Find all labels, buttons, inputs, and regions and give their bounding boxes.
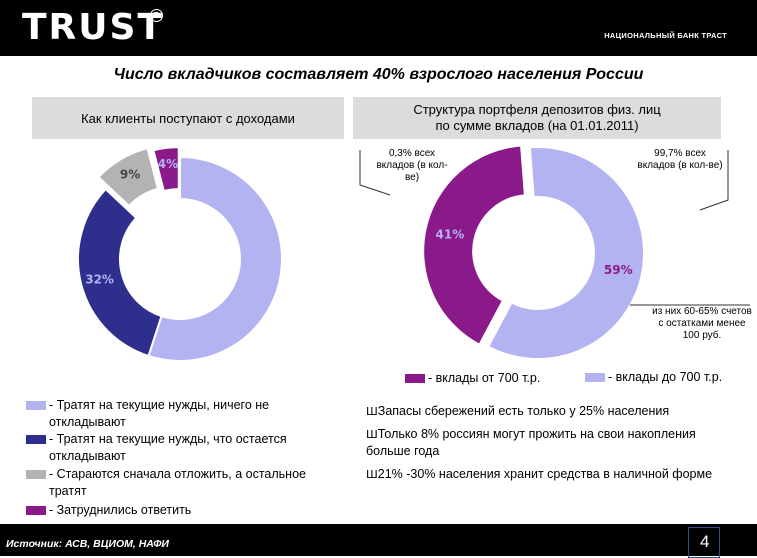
legend-item-small-deposits: - вклады до 700 т.р.	[585, 369, 722, 386]
bullet-marker: Ш	[366, 468, 378, 481]
legend-item-save-first: - Стараются сначала отложить, а остально…	[26, 466, 316, 500]
legend-swatch	[26, 401, 46, 410]
callout-bottom: из них 60-65% счетов с остатками менее 1…	[652, 306, 752, 341]
donut-1-slice-3	[97, 146, 160, 208]
right-chart-heading: Структура портфеля депозитов физ. лиц по…	[353, 97, 721, 139]
donut-2-slice-2	[486, 146, 645, 360]
legend-swatch	[585, 373, 605, 382]
legend-item-spend-no-save: - Тратят на текущие нужды, ничего не отк…	[26, 397, 316, 431]
bullet-year-reserve: ШТолько 8% россиян могут прожить на свои…	[366, 427, 696, 458]
legend-swatch	[26, 435, 46, 444]
donut-1-label-1: 55%	[248, 265, 277, 279]
callout-right: 99,7% всех вкладов (в кол-ве)	[637, 148, 723, 171]
callout-left: 0,3% всех вкладов (в кол-ве)	[376, 148, 448, 183]
legend-item-large-deposits: - вклады от 700 т.р.	[405, 370, 540, 387]
trust-logo: TRUST	[22, 7, 164, 48]
source-note: Источник: АСВ, ВЦИОМ, НАФИ	[6, 538, 169, 550]
legend-item-spend-save-rest: - Тратят на текущие нужды, что остается …	[26, 431, 316, 465]
legend-item-no-answer: - Затруднились ответить	[26, 502, 316, 519]
bullet-cash: Ш21% -30% населения хранит средства в на…	[366, 467, 713, 481]
bank-name: НАЦИОНАЛЬНЫЙ БАНК ТРАСТ	[604, 31, 727, 40]
header-bar: TRUST R НАЦИОНАЛЬНЫЙ БАНК ТРАСТ	[0, 0, 757, 56]
legend-swatch	[26, 506, 46, 515]
bullet-marker: Ш	[366, 405, 378, 418]
footer-bar	[0, 524, 757, 556]
donut-1-label-4: 4%	[158, 157, 178, 171]
bullet-savings: ШЗапасы сбережений есть только у 25% нас…	[366, 404, 670, 418]
donut-1-slice-1	[147, 155, 283, 362]
bullet-marker: Ш	[366, 428, 378, 441]
donut-2-slice-1	[422, 144, 526, 347]
donut-1-slice-4	[152, 146, 180, 193]
slide-title: Число вкладчиков составляет 40% взрослог…	[113, 66, 644, 83]
page-number: 4	[700, 532, 710, 551]
registered-mark-icon: R	[150, 9, 163, 22]
left-chart-heading: Как клиенты поступают с доходами	[32, 97, 344, 139]
legend-swatch	[26, 470, 46, 479]
donut-2-label-1: 41%	[436, 228, 465, 242]
callout-right-line	[699, 150, 729, 211]
donut-2-label-2: 59%	[604, 263, 633, 277]
callout-left-line	[359, 150, 391, 196]
donut-1-label-3: 9%	[120, 168, 140, 182]
legend-swatch	[405, 374, 425, 383]
donut-1-slice-2	[77, 187, 163, 358]
donut-1-label-2: 32%	[85, 273, 114, 287]
